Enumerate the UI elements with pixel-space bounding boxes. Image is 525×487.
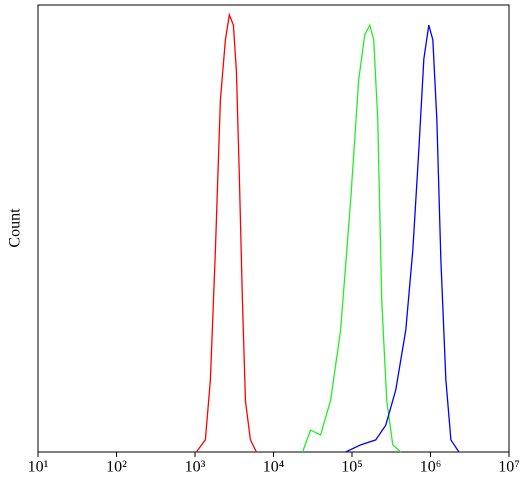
x-tick-label: 10³ <box>185 459 206 476</box>
x-tick-label: 10⁴ <box>263 459 285 476</box>
plot-frame <box>37 4 510 453</box>
x-tick-label: 10⁵ <box>341 459 363 476</box>
histogram-line <box>345 24 460 453</box>
histogram-line <box>195 12 258 453</box>
x-tick-label: 10⁷ <box>498 459 520 476</box>
x-tick-label: 10⁶ <box>420 459 442 476</box>
x-tick-label: 10² <box>106 459 127 476</box>
histogram-line <box>301 23 402 453</box>
y-axis-label: Count <box>7 208 24 248</box>
x-tick-label: 10¹ <box>28 459 49 476</box>
